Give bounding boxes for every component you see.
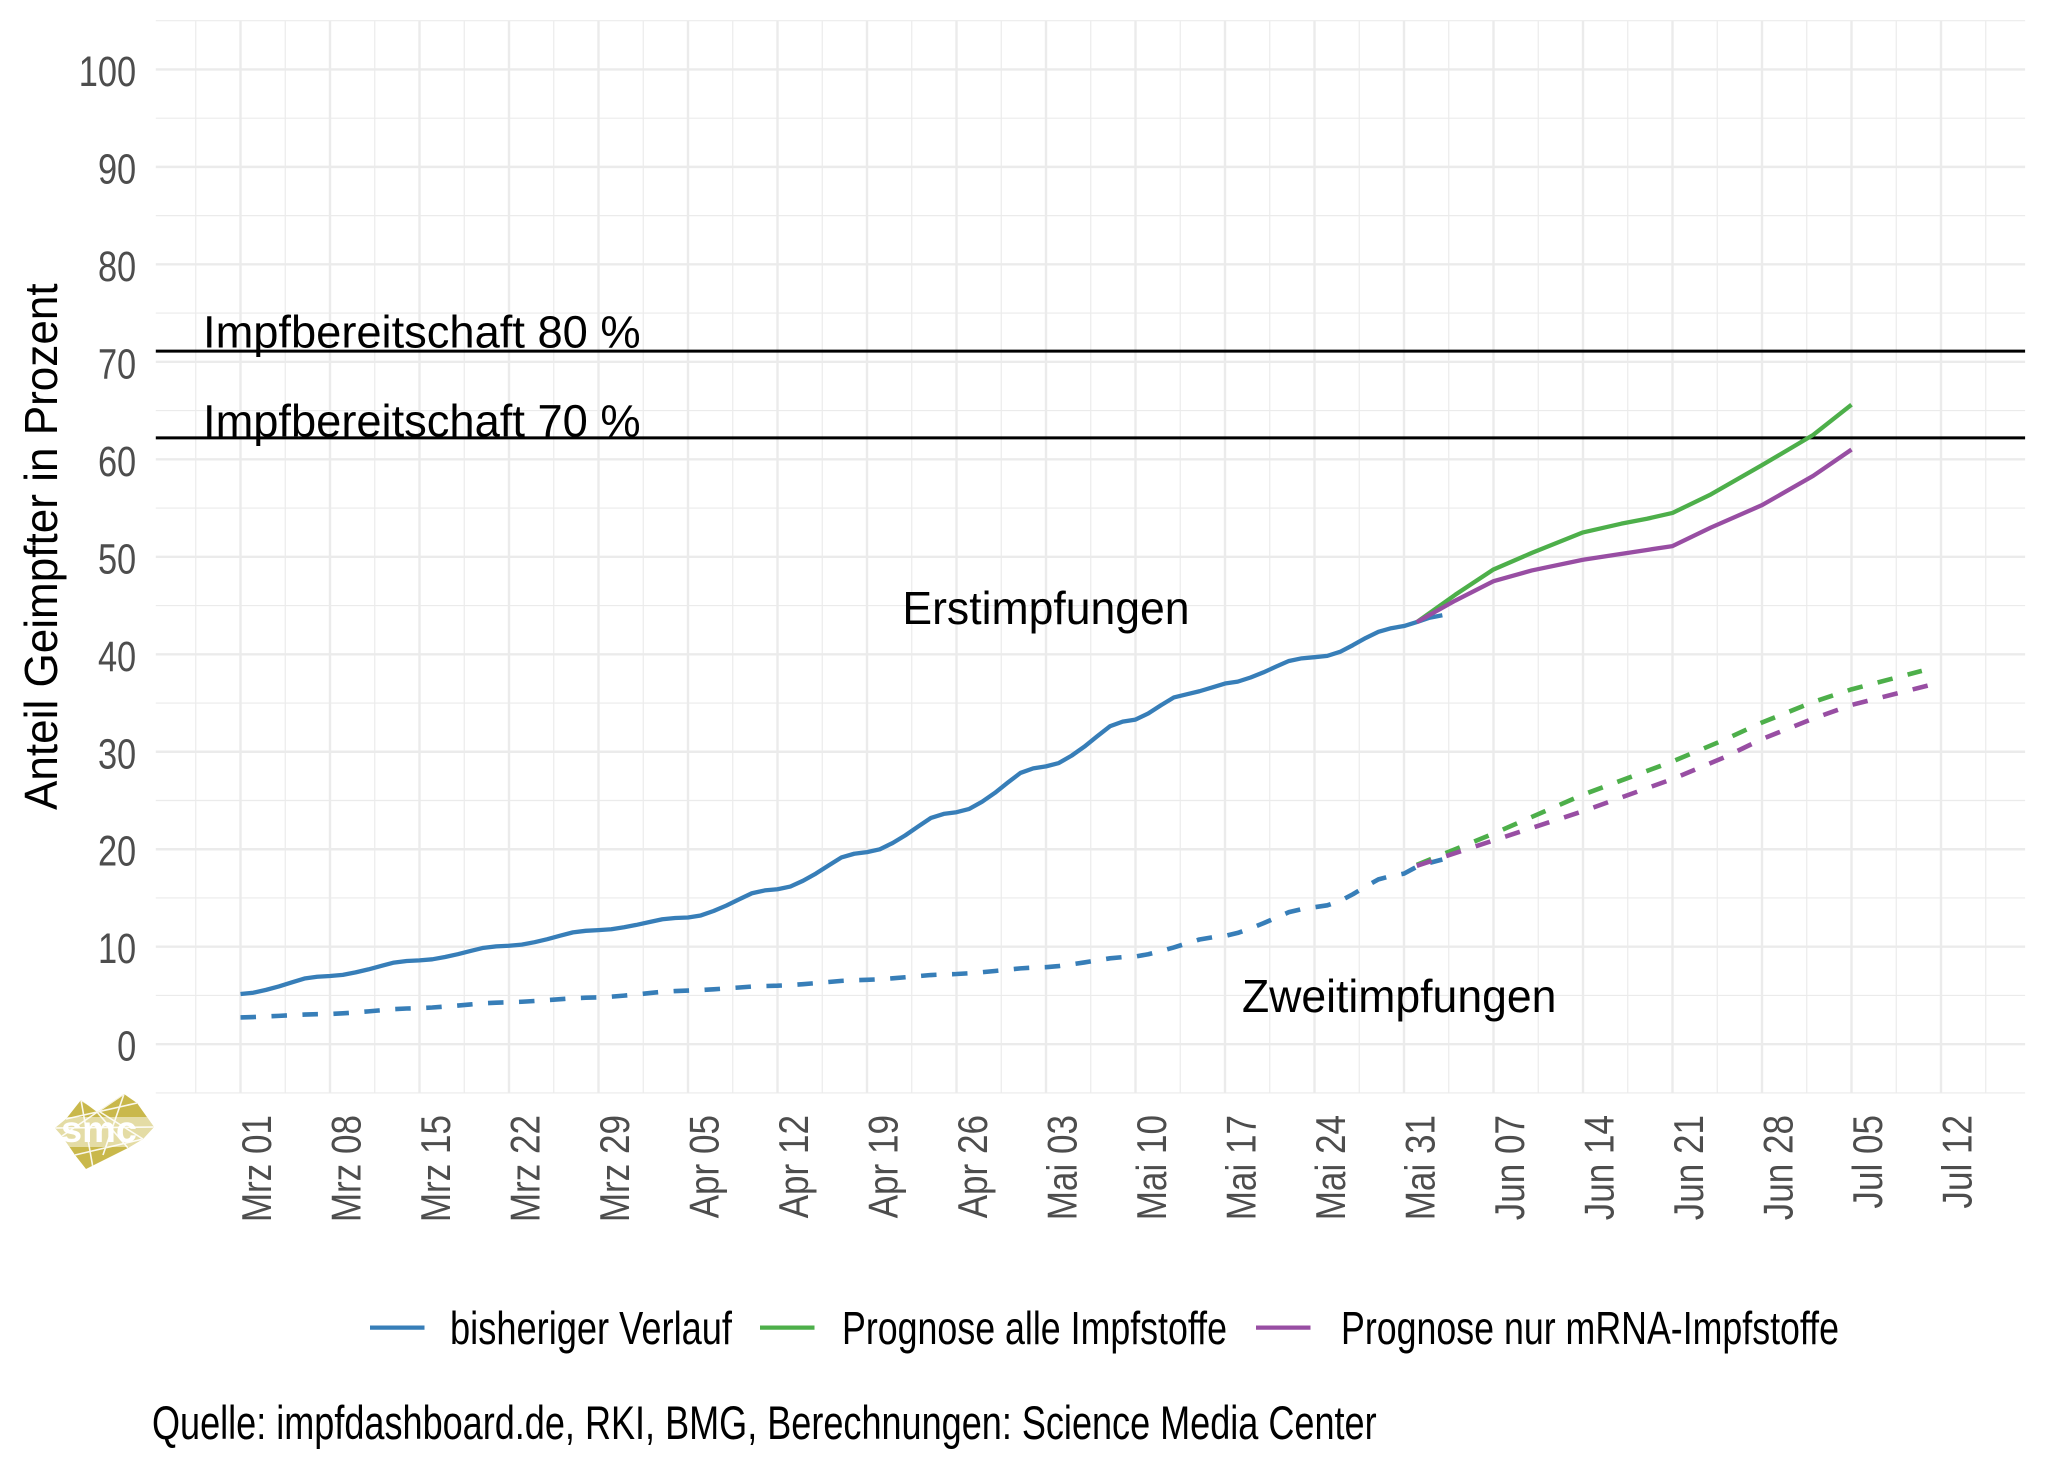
svg-text:smc: smc bbox=[61, 1109, 137, 1150]
svg-text:10: 10 bbox=[98, 925, 136, 973]
svg-text:bisheriger Verlauf: bisheriger Verlauf bbox=[450, 1302, 732, 1354]
svg-text:40: 40 bbox=[98, 633, 136, 681]
svg-text:Apr 12: Apr 12 bbox=[770, 1115, 817, 1218]
svg-text:Apr 26: Apr 26 bbox=[949, 1115, 996, 1218]
svg-text:Mai 17: Mai 17 bbox=[1218, 1115, 1265, 1220]
svg-text:Mai 03: Mai 03 bbox=[1039, 1115, 1086, 1220]
svg-text:Mai 31: Mai 31 bbox=[1397, 1115, 1444, 1220]
svg-text:Mrz 15: Mrz 15 bbox=[412, 1115, 459, 1222]
svg-text:100: 100 bbox=[79, 48, 136, 96]
svg-text:Impfbereitschaft 70 %: Impfbereitschaft 70 % bbox=[203, 395, 641, 446]
svg-text:Mrz 08: Mrz 08 bbox=[323, 1115, 370, 1222]
svg-text:30: 30 bbox=[98, 730, 136, 778]
svg-text:Mai 24: Mai 24 bbox=[1307, 1115, 1354, 1220]
svg-text:90: 90 bbox=[98, 145, 136, 193]
svg-text:Prognose alle Impfstoffe: Prognose alle Impfstoffe bbox=[842, 1302, 1227, 1354]
svg-text:Jul 12: Jul 12 bbox=[1934, 1115, 1981, 1209]
svg-text:Anteil Geimpfter in Prozent: Anteil Geimpfter in Prozent bbox=[15, 283, 67, 810]
svg-text:50: 50 bbox=[98, 535, 136, 583]
svg-text:Jun 07: Jun 07 bbox=[1486, 1115, 1533, 1220]
svg-text:70: 70 bbox=[98, 340, 136, 388]
svg-text:Erstimpfungen: Erstimpfungen bbox=[902, 582, 1189, 634]
svg-text:Mrz 01: Mrz 01 bbox=[233, 1115, 280, 1222]
svg-text:Zweitimpfungen: Zweitimpfungen bbox=[1242, 970, 1556, 1022]
svg-text:60: 60 bbox=[98, 438, 136, 486]
svg-text:0: 0 bbox=[117, 1023, 136, 1071]
svg-text:Jun 28: Jun 28 bbox=[1755, 1115, 1802, 1220]
svg-text:80: 80 bbox=[98, 243, 136, 291]
svg-text:20: 20 bbox=[98, 828, 136, 876]
svg-text:Mrz 29: Mrz 29 bbox=[591, 1115, 638, 1222]
svg-text:Apr 19: Apr 19 bbox=[860, 1115, 907, 1218]
svg-text:Jul 05: Jul 05 bbox=[1844, 1115, 1891, 1209]
svg-text:Quelle: impfdashboard.de, RKI,: Quelle: impfdashboard.de, RKI, BMG, Bere… bbox=[152, 1396, 1377, 1449]
svg-text:Apr 05: Apr 05 bbox=[681, 1115, 728, 1218]
svg-text:Jun 14: Jun 14 bbox=[1576, 1115, 1623, 1220]
svg-text:Impfbereitschaft 80 %: Impfbereitschaft 80 % bbox=[203, 307, 641, 358]
svg-text:Prognose nur mRNA-Impfstoffe: Prognose nur mRNA-Impfstoffe bbox=[1341, 1302, 1839, 1354]
svg-text:Jun 21: Jun 21 bbox=[1665, 1115, 1712, 1220]
svg-text:Mai 10: Mai 10 bbox=[1128, 1115, 1175, 1220]
svg-text:Mrz 22: Mrz 22 bbox=[502, 1115, 549, 1222]
